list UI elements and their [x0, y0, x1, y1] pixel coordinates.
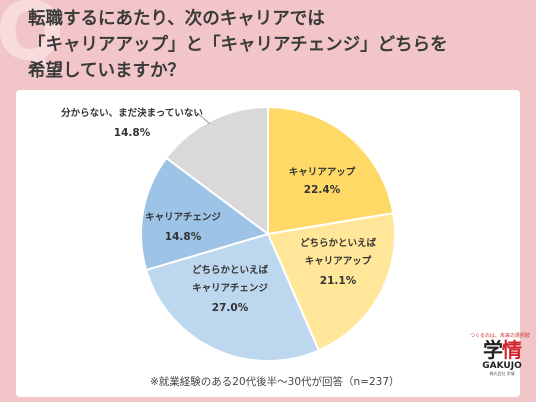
slice-label-1: どちらかといえばキャリアアップ: [300, 237, 377, 267]
logo-sub: 株式会社 学情: [489, 371, 515, 376]
footnote: ※就業経験のある20代後半～30代が回答（n=237）: [150, 376, 400, 388]
gakujo-logo: つくるのは、未来の選択肢 学情 GAKUJO 株式会社 学情: [470, 332, 530, 377]
logo-kanji: 学情: [476, 339, 528, 361]
slice-label-2: どちらかといえばキャリアチェンジ: [192, 264, 269, 294]
slice-value-3: 14.8%: [165, 231, 202, 243]
logo-romaji: GAKUJO: [482, 361, 522, 371]
slice-value-2: 27.0%: [212, 302, 249, 314]
title-line-3: 希望していますか？: [28, 61, 185, 81]
title-line-2: 「キャリアアップ」と「キャリアチェンジ」どちらを: [28, 35, 448, 55]
slice-value-4: 14.8%: [114, 127, 151, 139]
slice-label-0: キャリアアップ: [289, 166, 356, 178]
slice-value-0: 22.4%: [304, 184, 341, 196]
slice-value-1: 21.1%: [320, 275, 357, 287]
pie-slice-1: [266, 212, 396, 352]
title-line-1: 転職するにあたり、次のキャリアでは: [28, 9, 325, 29]
pie-slice-2: [144, 232, 321, 362]
pie-slice-0: [267, 105, 395, 236]
pie-slice-4: [164, 105, 269, 236]
page-title: 転職するにあたり、次のキャリアでは 「キャリアアップ」と「キャリアチェンジ」どち…: [28, 6, 528, 84]
logo-kanji-b: 情: [502, 338, 522, 362]
logo-kanji-a: 学: [483, 338, 503, 362]
slice-label-3: キャリアチェンジ: [145, 212, 221, 223]
leader-line: [195, 111, 211, 125]
logo-tagline: つくるのは、未来の選択肢: [470, 333, 530, 339]
slice-label-4: 分からない、まだ決まっていない: [61, 107, 203, 119]
pie-slice-3: [140, 156, 271, 272]
decorative-q-mark: Q: [0, 0, 65, 78]
